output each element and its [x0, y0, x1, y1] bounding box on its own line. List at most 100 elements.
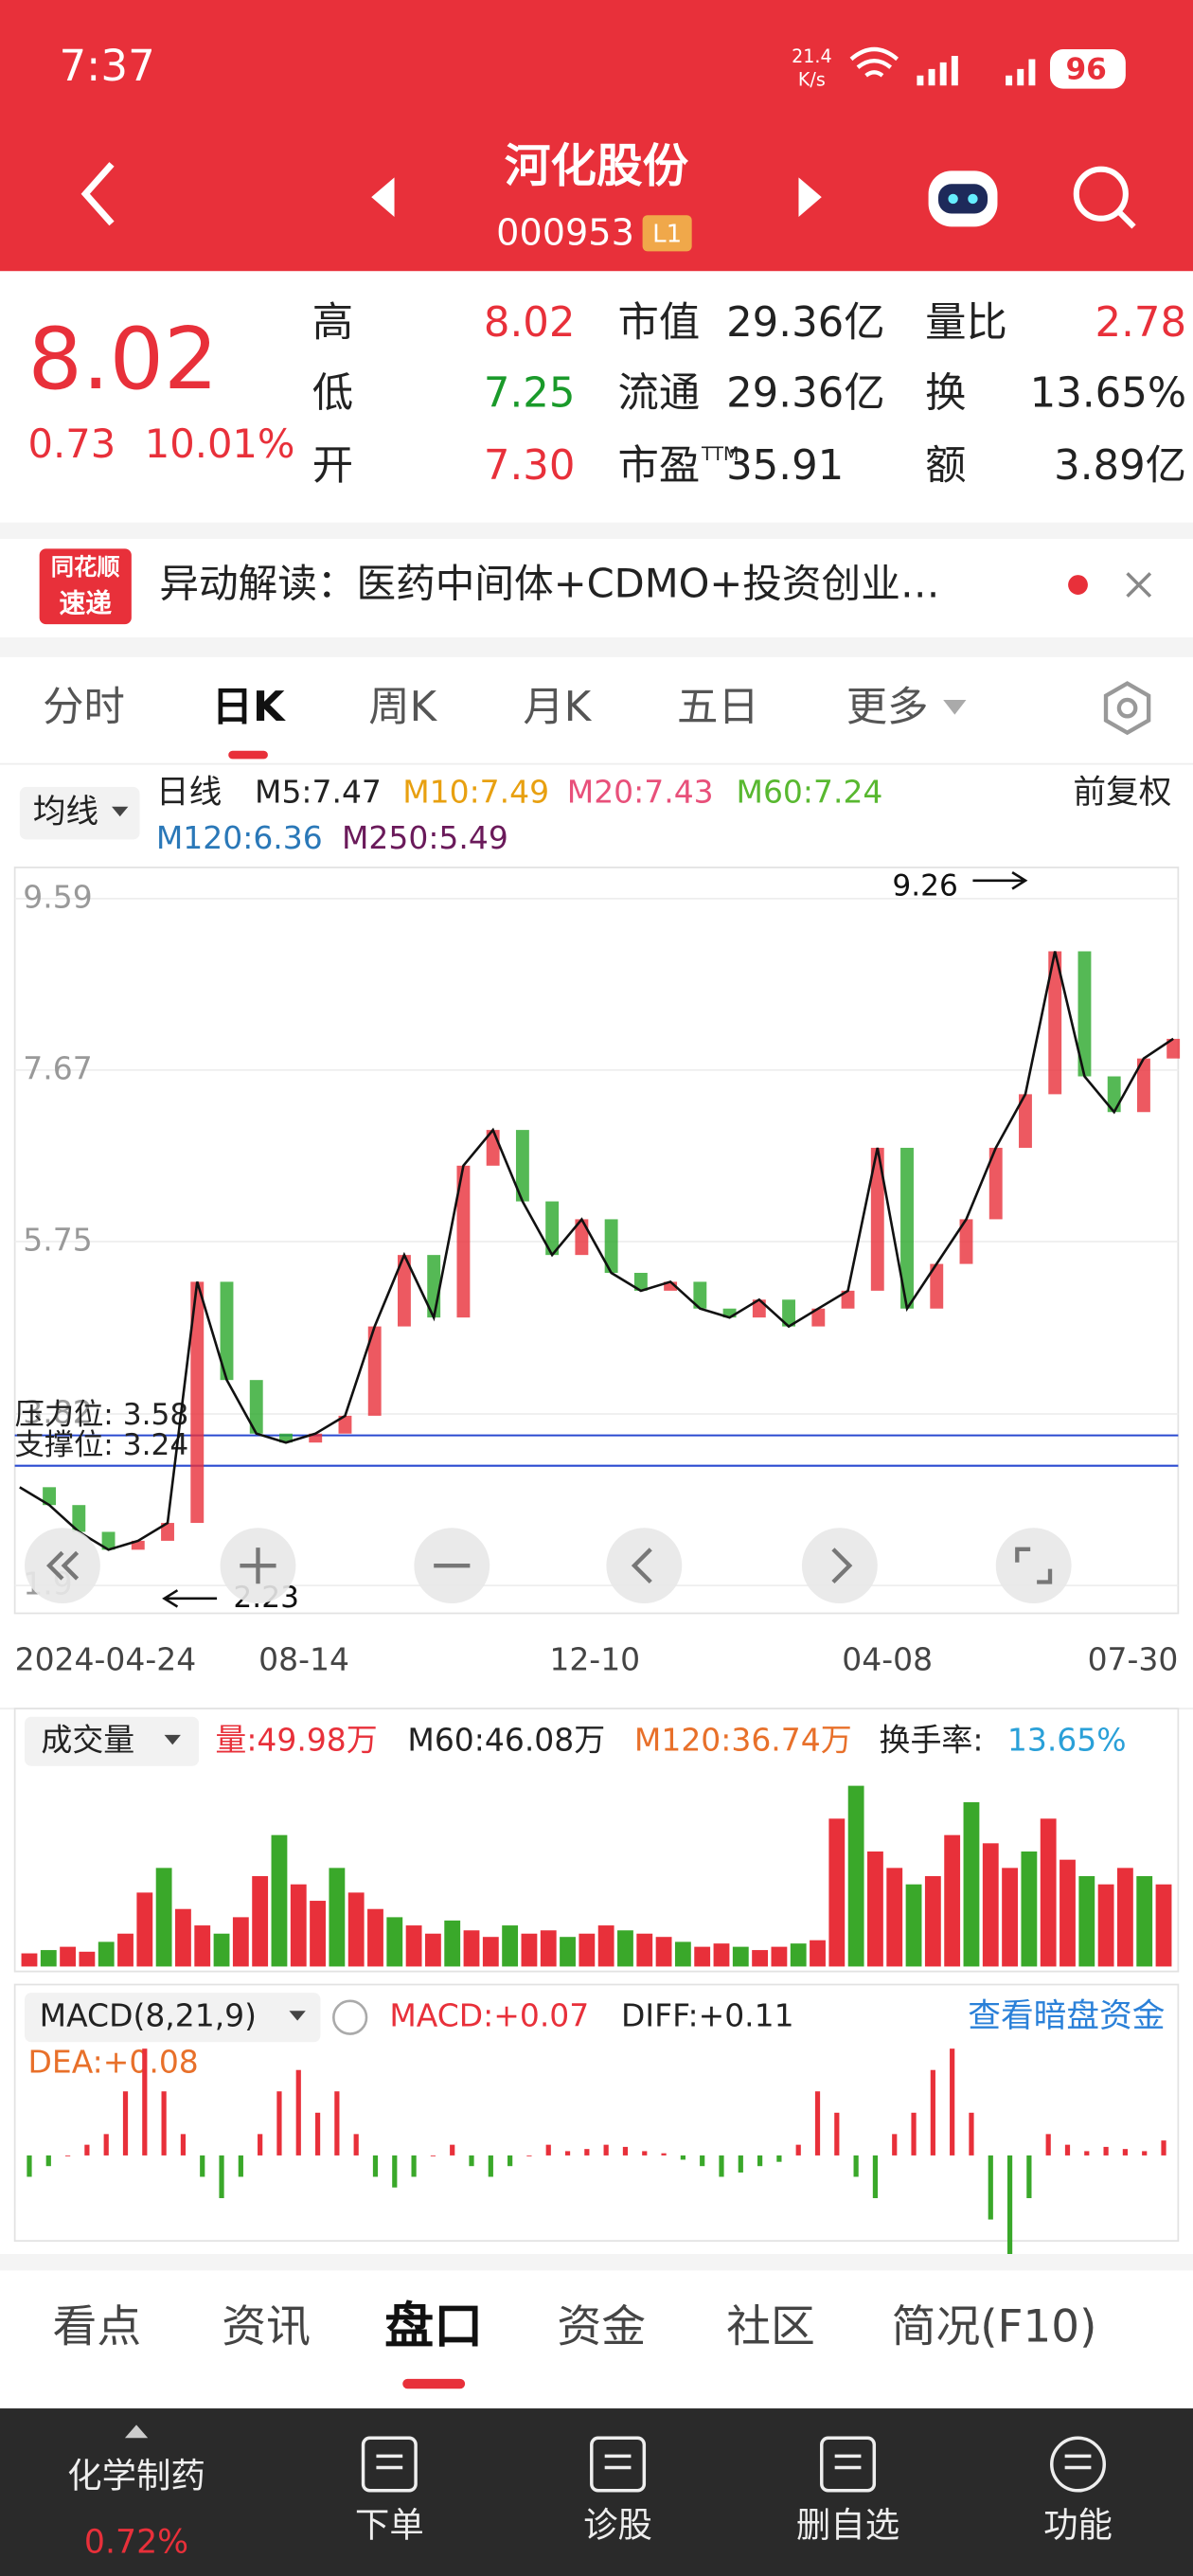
- ma-item: M5:7.47: [255, 773, 382, 810]
- candle: [338, 1415, 352, 1434]
- macd-link[interactable]: 查看暗盘资金: [968, 1997, 1165, 2035]
- volume-bar: [1136, 1876, 1153, 1967]
- back-button[interactable]: [80, 162, 115, 226]
- macd-bar: [507, 2155, 513, 2167]
- volume-bar: [290, 1884, 307, 1967]
- nav-icon: [361, 2436, 418, 2493]
- robot-icon[interactable]: [928, 170, 998, 227]
- quote-value: 29.36亿: [726, 370, 885, 418]
- macd-bar: [1026, 2155, 1032, 2199]
- sector-name[interactable]: 化学制药: [67, 2455, 205, 2496]
- x-tick-label: 07-30: [1088, 1640, 1179, 1677]
- dropdown-arrow: [112, 806, 129, 817]
- nav-label[interactable]: 诊股: [583, 2504, 652, 2545]
- macd-bar: [969, 2112, 974, 2156]
- macd-mode-button[interactable]: [25, 1993, 321, 2043]
- volume-bar: [424, 1933, 441, 1967]
- nav-icon: [590, 2436, 647, 2493]
- sub-tab[interactable]: 简况(F10): [892, 2301, 1097, 2352]
- sub-tab[interactable]: 社区: [726, 2301, 815, 2352]
- macd-bar: [276, 2091, 282, 2156]
- divider: [0, 637, 1193, 657]
- volume-bar: [886, 1868, 903, 1967]
- volume-bar: [579, 1933, 596, 1967]
- macd-bar: [411, 2155, 417, 2177]
- volume-chart: 成交量 量:49.98万 M60:46.08万 M120:36.74万 换手率: 13.6…: [21, 1716, 1172, 1967]
- candle: [515, 1130, 529, 1202]
- candle: [664, 1281, 678, 1291]
- chart-control-icon: [631, 1547, 652, 1584]
- candle: [900, 1147, 914, 1309]
- quote-label: 流通: [618, 370, 701, 418]
- volume-bar: [655, 1937, 672, 1967]
- volume-bar: [482, 1937, 499, 1967]
- search-circle: [1073, 166, 1129, 222]
- sub-tab[interactable]: 盘口: [384, 2299, 483, 2355]
- nav-label[interactable]: 删自选: [796, 2504, 899, 2545]
- search-button[interactable]: [1073, 166, 1136, 229]
- search-handle: [1116, 209, 1136, 229]
- news-text[interactable]: 异动解读：医药中间体+CDMO+投资创业…: [159, 560, 939, 606]
- quote-label-sup: TTM: [701, 444, 739, 465]
- candle: [72, 1505, 86, 1532]
- period-tab[interactable]: 月K: [523, 684, 592, 731]
- net-speed: 21.4: [792, 46, 831, 67]
- quote-value: 7.25: [484, 370, 576, 418]
- prev-stock[interactable]: [371, 177, 395, 217]
- chart-control[interactable]: [995, 1528, 1072, 1604]
- sub-tab[interactable]: 资金: [557, 2301, 646, 2352]
- volume-bar: [1002, 1868, 1018, 1967]
- candle: [782, 1299, 795, 1327]
- macd-bar: [200, 2155, 205, 2177]
- settings-icon[interactable]: [1103, 681, 1151, 736]
- macd-bar: [122, 2091, 129, 2156]
- dropdown-arrow: [943, 699, 967, 715]
- volume-bar: [828, 1818, 846, 1967]
- macd-legend: DIFF:+0.11: [621, 1997, 794, 2034]
- next-stock[interactable]: [798, 177, 822, 217]
- sub-tab[interactable]: 资讯: [222, 2301, 311, 2352]
- candle: [841, 1290, 855, 1309]
- chart-control[interactable]: [801, 1528, 878, 1604]
- chart-control[interactable]: [606, 1528, 683, 1604]
- sub-tab[interactable]: 看点: [53, 2301, 142, 2352]
- y-tick-label: 5.75: [23, 1222, 92, 1259]
- period-tab[interactable]: 周K: [368, 684, 437, 731]
- volume-bar: [636, 1933, 653, 1967]
- macd-bar: [161, 2091, 167, 2156]
- period-tab[interactable]: 分时: [43, 684, 125, 731]
- macd-bar: [1006, 2155, 1013, 2263]
- news-close[interactable]: [1126, 572, 1152, 598]
- volume-bar: [617, 1930, 633, 1967]
- quote-label: 高: [312, 299, 353, 347]
- candle: [1077, 951, 1092, 1077]
- y-tick-label: 3.82: [23, 1394, 92, 1431]
- ma-item: M60:7.24: [737, 773, 883, 810]
- candle: [988, 1147, 1003, 1220]
- volume-frame: [13, 1708, 1180, 1973]
- ma-mode: 均线: [33, 794, 98, 832]
- macd-bar: [295, 2069, 301, 2156]
- ma-adjust[interactable]: 前复权: [1073, 774, 1171, 812]
- chart-control-icon: [45, 1550, 80, 1581]
- candle: [1136, 1058, 1150, 1113]
- volume-bar: [944, 1834, 961, 1967]
- volume-bar: [232, 1917, 249, 1967]
- candle: [930, 1263, 944, 1309]
- high-label: 9.26: [892, 869, 958, 903]
- period-tab[interactable]: 五日: [677, 684, 759, 731]
- help-icon[interactable]: [332, 1999, 368, 2035]
- period-tab[interactable]: 更多: [846, 684, 929, 731]
- volume-mode-button[interactable]: [25, 1716, 200, 1766]
- macd-bar: [622, 2146, 629, 2156]
- volume-bar: [252, 1876, 269, 1967]
- nav-label[interactable]: 下单: [355, 2504, 424, 2545]
- macd-bar: [1122, 2149, 1129, 2156]
- ma-mode-button[interactable]: [19, 786, 140, 840]
- nav-label[interactable]: 功能: [1043, 2504, 1113, 2545]
- macd-bar: [661, 2153, 667, 2156]
- header-bg: [0, 0, 1193, 272]
- period-tab[interactable]: 日K: [212, 684, 286, 731]
- macd-bar: [776, 2155, 782, 2162]
